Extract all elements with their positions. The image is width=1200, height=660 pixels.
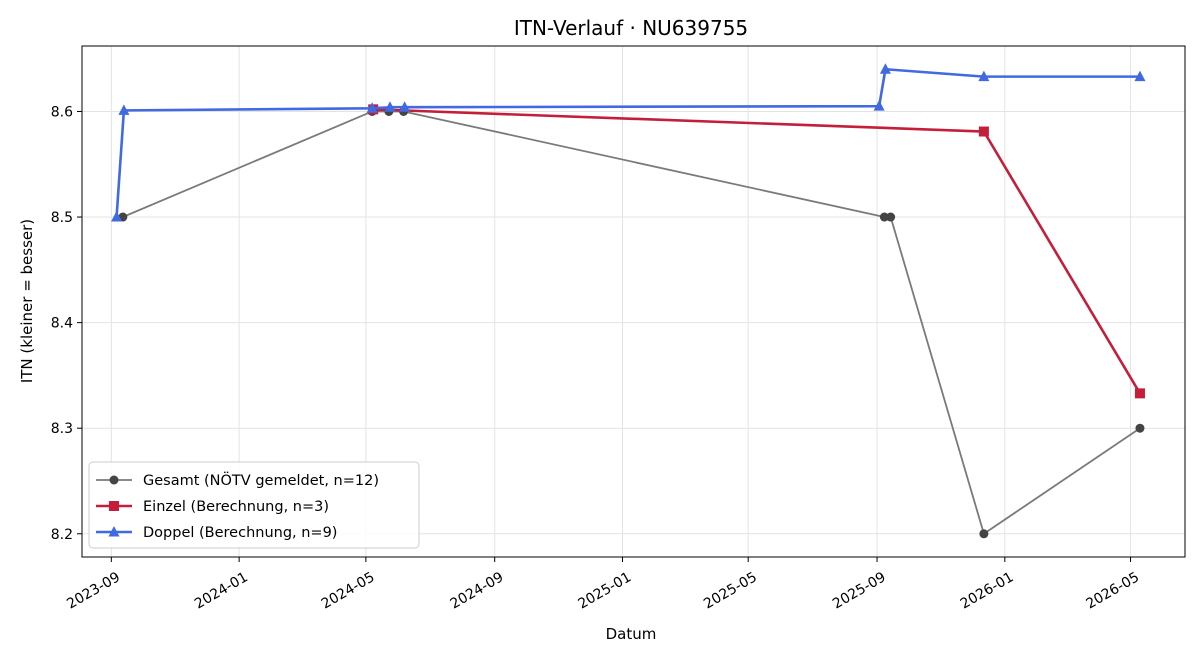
grid-layer	[82, 46, 1185, 557]
plot-frame	[81, 45, 1186, 558]
data-point	[384, 101, 396, 112]
legend-item: Gesamt (NÖTV gemeldet, n=12)	[96, 471, 379, 489]
legend-marker	[108, 526, 120, 537]
legend-box	[88, 461, 420, 549]
data-point	[1134, 70, 1146, 82]
y-tick-label: 8.3	[51, 421, 73, 437]
x-tick-label: 2024-01	[192, 569, 251, 612]
data-point	[979, 529, 989, 539]
series-line	[115, 67, 1140, 218]
series-line	[373, 108, 1142, 395]
y-tick-label: 8.5	[51, 210, 73, 226]
y-axis-label: ITN (kleiner = besser)	[18, 219, 36, 383]
y-tick-label: 8.2	[51, 527, 73, 543]
legend-marker	[109, 501, 119, 511]
data-point	[366, 102, 378, 113]
x-tick-label: 2023-09	[64, 569, 123, 612]
x-tick-label: 2025-05	[701, 569, 760, 612]
data-point	[1134, 388, 1145, 399]
legend-item: Doppel (Berechnung, n=9)	[96, 525, 337, 541]
series-layer	[111, 63, 1146, 539]
data-point	[978, 126, 989, 137]
legend-item: Einzel (Berechnung, n=3)	[96, 499, 329, 515]
legend-label: Einzel (Berechnung, n=3)	[143, 499, 329, 515]
legend: Gesamt (NÖTV gemeldet, n=12) Einzel (Bere…	[88, 461, 420, 549]
data-point	[399, 101, 411, 112]
x-axis-label: Datum	[606, 625, 657, 643]
legend-label: Doppel (Berechnung, n=9)	[143, 525, 337, 541]
x-tick-label: 2025-01	[575, 569, 634, 612]
data-point	[118, 104, 130, 115]
y-tick-label: 8.6	[51, 104, 73, 120]
legend-label: Gesamt (NÖTV gemeldet, n=12)	[143, 471, 379, 489]
x-tick-label: 2026-01	[958, 569, 1017, 612]
x-tick-label: 2024-09	[448, 569, 507, 612]
data-point	[1135, 423, 1145, 433]
data-point	[886, 212, 896, 222]
x-tick-label: 2026-05	[1083, 569, 1142, 612]
data-point	[879, 212, 889, 222]
x-tick-label: 2025-09	[830, 569, 889, 612]
x-tick-label: 2024-05	[319, 569, 378, 612]
legend-marker	[109, 475, 119, 485]
data-point	[978, 70, 990, 82]
series-triangle	[111, 63, 1146, 222]
chart-title: ITN-Verlauf · NU639755	[514, 16, 748, 40]
data-point	[111, 211, 123, 222]
y-tick-label: 8.4	[51, 316, 73, 332]
data-point	[873, 100, 885, 111]
series-square	[368, 104, 1145, 399]
data-point	[879, 63, 891, 74]
